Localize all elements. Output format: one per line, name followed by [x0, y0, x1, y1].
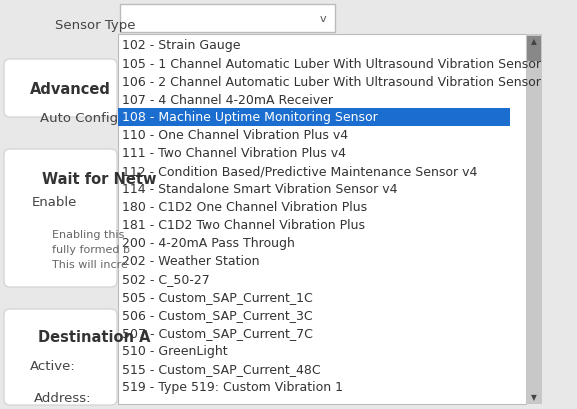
Text: fully formed b: fully formed b [52, 245, 130, 254]
Text: Address:: Address: [34, 391, 92, 404]
Text: 106 - 2 Channel Automatic Luber With Ultrasound Vibration Sensor: 106 - 2 Channel Automatic Luber With Ult… [122, 75, 541, 88]
FancyBboxPatch shape [4, 60, 117, 118]
Text: 107 - 4 Channel 4-20mA Receiver: 107 - 4 Channel 4-20mA Receiver [122, 93, 333, 106]
Text: 181 - C1D2 Two Channel Vibration Plus: 181 - C1D2 Two Channel Vibration Plus [122, 219, 365, 232]
Text: Destination A: Destination A [38, 329, 151, 344]
Text: 519 - Type 519: Custom Vibration 1: 519 - Type 519: Custom Vibration 1 [122, 380, 343, 393]
Text: 202 - Weather Station: 202 - Weather Station [122, 255, 260, 268]
Text: 505 - Custom_SAP_Current_1C: 505 - Custom_SAP_Current_1C [122, 291, 313, 304]
Text: Enable: Enable [32, 196, 77, 209]
Text: 515 - Custom_SAP_Current_48C: 515 - Custom_SAP_Current_48C [122, 363, 321, 375]
Text: Sensor Type: Sensor Type [55, 19, 136, 32]
Text: 112 - Condition Based/Predictive Maintenance Sensor v4: 112 - Condition Based/Predictive Mainten… [122, 165, 477, 178]
Text: 502 - C_50-27: 502 - C_50-27 [122, 273, 210, 286]
Text: Wait for Netw: Wait for Netw [42, 172, 156, 187]
Text: 105 - 1 Channel Automatic Luber With Ultrasound Vibration Sensor: 105 - 1 Channel Automatic Luber With Ult… [122, 57, 541, 70]
Text: 108 - Machine Uptime Monitoring Sensor: 108 - Machine Uptime Monitoring Sensor [122, 111, 378, 124]
Text: 102 - Strain Gauge: 102 - Strain Gauge [122, 39, 241, 52]
Text: 114 - Standalone Smart Vibration Sensor v4: 114 - Standalone Smart Vibration Sensor … [122, 183, 398, 196]
Text: 110 - One Channel Vibration Plus v4: 110 - One Channel Vibration Plus v4 [122, 129, 348, 142]
Bar [118, 109, 510, 127]
Bar [526, 35, 542, 404]
Bar [527, 37, 541, 62]
Text: 506 - Custom_SAP_Current_3C: 506 - Custom_SAP_Current_3C [122, 309, 313, 322]
FancyBboxPatch shape [4, 150, 117, 287]
Text: ▼: ▼ [531, 393, 537, 402]
Text: This will incre: This will incre [52, 259, 128, 270]
Text: 200 - 4-20mA Pass Through: 200 - 4-20mA Pass Through [122, 237, 295, 250]
Text: 507 - Custom_SAP_Current_7C: 507 - Custom_SAP_Current_7C [122, 327, 313, 339]
Text: ▲: ▲ [531, 37, 537, 46]
Text: Advanced: Advanced [30, 82, 111, 97]
Bar [118, 35, 526, 404]
Bar [120, 5, 335, 33]
Text: Active:: Active: [30, 359, 76, 372]
Text: 111 - Two Channel Vibration Plus v4: 111 - Two Channel Vibration Plus v4 [122, 147, 346, 160]
Text: 510 - GreenLight: 510 - GreenLight [122, 345, 227, 357]
FancyBboxPatch shape [4, 309, 117, 405]
Text: 180 - C1D2 One Channel Vibration Plus: 180 - C1D2 One Channel Vibration Plus [122, 201, 367, 214]
Text: Auto Config: Auto Config [40, 112, 118, 125]
Text: Enabling this: Enabling this [52, 229, 125, 239]
Text: v: v [320, 14, 327, 24]
